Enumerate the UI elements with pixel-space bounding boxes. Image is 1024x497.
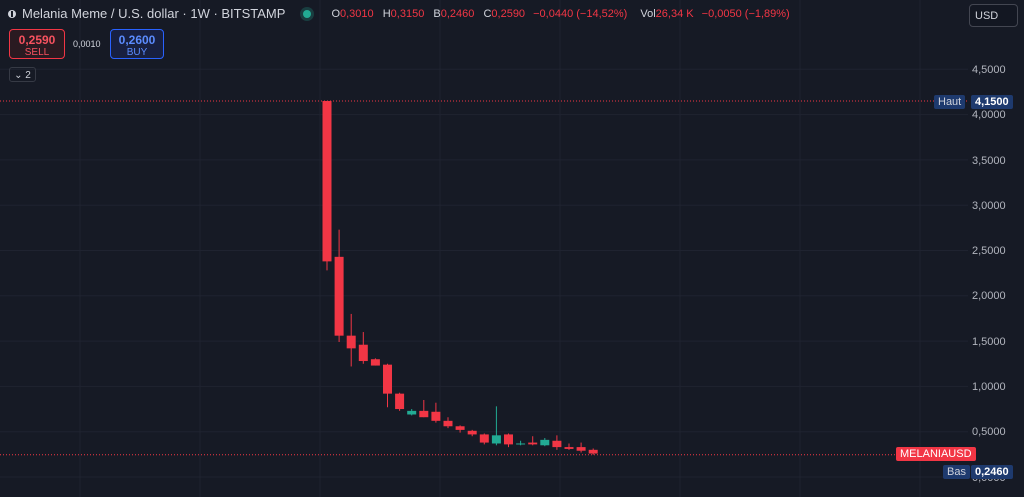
- low-tag-value: 0,2460: [971, 465, 1013, 479]
- sell-button[interactable]: 0,2590 SELL: [9, 29, 65, 59]
- candle-body: [370, 359, 380, 366]
- high-label: H: [382, 7, 391, 20]
- candle-body: [491, 435, 501, 444]
- candle-body: [443, 420, 453, 427]
- volume-change: −0,0050 (−1,89%): [701, 7, 790, 20]
- high-tag-label: Haut: [934, 95, 966, 109]
- open-label: O: [331, 7, 340, 20]
- candles: [322, 101, 598, 455]
- price-tick: 1,0000: [972, 381, 1006, 393]
- low-tag-label: Bas: [943, 465, 970, 479]
- price-tick: 2,5000: [972, 245, 1006, 257]
- low-label: B: [433, 7, 441, 20]
- indicators-count: 2: [25, 70, 31, 81]
- grid-lines: [0, 0, 968, 497]
- price-tick: 4,5000: [972, 64, 1006, 76]
- market-status-icon[interactable]: [303, 9, 312, 18]
- symbol-price-tag: MELANIAUSD: [896, 447, 976, 461]
- candle-body: [504, 434, 513, 445]
- candle-body: [576, 447, 586, 451]
- sell-label: SELL: [24, 47, 50, 58]
- close-value: 0,2590: [491, 7, 526, 20]
- volume-label: Vol: [640, 7, 656, 20]
- candle-body: [467, 430, 477, 435]
- chevron-down-icon: ⌄: [14, 70, 23, 81]
- price-tick: 4,0000: [972, 109, 1006, 121]
- buy-button[interactable]: 0,2600 BUY: [110, 29, 164, 59]
- price-tick: 2,0000: [972, 290, 1006, 302]
- candle-body: [358, 344, 368, 362]
- candle-body: [431, 411, 441, 421]
- coin-logo-icon: [8, 9, 16, 18]
- price-tick: 3,5000: [972, 155, 1006, 167]
- candle-body: [540, 439, 550, 446]
- spread-value: 0,0010: [73, 39, 101, 49]
- ohlc-legend: O0,3010 H0,3150 B0,2460 C0,2590 −0,0440 …: [325, 8, 789, 20]
- candle-body: [564, 447, 574, 449]
- candle-body: [528, 442, 538, 445]
- symbol-title[interactable]: Melania Meme / U.S. dollar · 1W · BITSTA…: [22, 6, 286, 21]
- buy-label: BUY: [126, 47, 148, 58]
- change-value: −0,0440 (−14,52%): [533, 7, 628, 20]
- currency-select[interactable]: USD: [969, 4, 1018, 27]
- price-tick: 0,5000: [972, 426, 1006, 438]
- candle-body: [383, 364, 392, 394]
- candle-body: [395, 393, 405, 410]
- candle-body: [334, 256, 344, 336]
- candle-body: [322, 101, 332, 262]
- buy-price: 0,2600: [118, 33, 156, 47]
- candle-body: [419, 410, 429, 418]
- price-tick: 1,5000: [972, 336, 1006, 348]
- price-tick: 3,0000: [972, 200, 1006, 212]
- chart-header: Melania Meme / U.S. dollar · 1W · BITSTA…: [8, 6, 790, 21]
- high-tag-value: 4,1500: [971, 95, 1013, 109]
- candle-body: [455, 426, 465, 430]
- candle-body: [516, 443, 526, 445]
- indicators-toggle-button[interactable]: ⌄ 2: [9, 67, 36, 82]
- candle-body: [588, 449, 598, 454]
- open-value: 0,3010: [340, 7, 374, 20]
- high-value: 0,3150: [390, 7, 425, 20]
- low-value: 0,2460: [440, 7, 475, 20]
- sell-price: 0,2590: [18, 33, 56, 47]
- candle-body: [407, 410, 417, 415]
- candle-body: [479, 434, 489, 443]
- volume-value: 26,34 K: [655, 7, 694, 20]
- candle-body: [552, 440, 562, 448]
- candle-body: [346, 335, 356, 349]
- close-label: C: [483, 7, 492, 20]
